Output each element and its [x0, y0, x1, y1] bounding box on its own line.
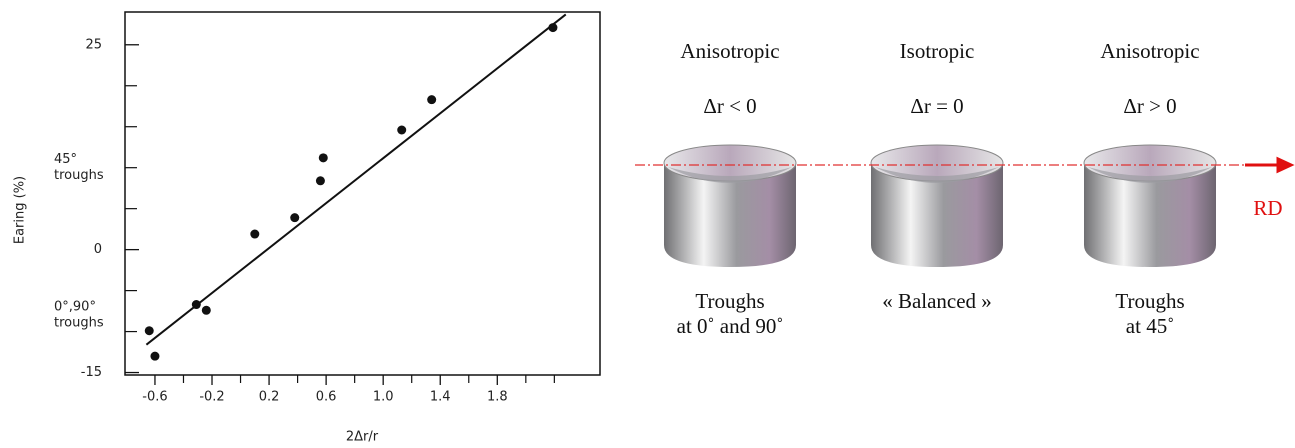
fit-line — [145, 13, 567, 346]
column-title: Anisotropic — [1100, 39, 1199, 63]
cup-body — [871, 163, 1003, 267]
data-point — [191, 300, 201, 310]
rd-label: RD — [1253, 196, 1282, 220]
condition: Δr = 0 — [910, 94, 963, 118]
x-tick-label: 1.4 — [430, 390, 451, 405]
data-point — [144, 326, 154, 336]
annotation: 45° — [54, 152, 77, 167]
condition: Δr < 0 — [703, 94, 756, 118]
caption: « Balanced » — [882, 289, 992, 313]
condition: Δr > 0 — [1123, 94, 1176, 118]
cup — [1083, 144, 1217, 267]
x-tick-label: -0.6 — [142, 390, 167, 405]
y-axis-title: Earing (%) — [13, 176, 28, 244]
x-tick-label: 1.0 — [373, 390, 394, 405]
data-point — [250, 229, 260, 239]
data-point — [315, 176, 325, 186]
caption: at 0˚ and 90˚ — [677, 314, 784, 338]
x-tick-label: 0.6 — [316, 390, 337, 405]
cup-inner — [663, 144, 797, 182]
cup-body — [664, 163, 796, 267]
data-point — [548, 23, 558, 33]
cup-inner — [870, 144, 1004, 182]
y-tick-label: 25 — [85, 37, 102, 52]
cup-wall — [875, 167, 999, 183]
data-point — [290, 213, 300, 223]
plot-frame — [124, 11, 601, 376]
cup-wall — [668, 167, 792, 183]
cup-wall — [1088, 167, 1212, 183]
data-point — [318, 153, 328, 163]
data-point — [427, 95, 437, 105]
chart: -0.6 -0.2 0.2 0.6 1.0 1.4 1.8-1502545°troughs0… — [13, 11, 601, 445]
x-tick-label: -0.2 — [199, 390, 224, 405]
cup-body — [1084, 163, 1216, 267]
x-axis-title: 2Δr/r — [346, 430, 379, 445]
y-tick-label: -15 — [81, 365, 102, 380]
column-title: Isotropic — [900, 39, 975, 63]
annotation: troughs — [54, 168, 104, 183]
data-point — [397, 125, 407, 135]
caption: Troughs — [695, 289, 764, 313]
cup — [870, 144, 1004, 267]
caption: Troughs — [1115, 289, 1184, 313]
column-title: Anisotropic — [680, 39, 779, 63]
annotation: 0°,90° — [54, 300, 96, 315]
y-tick-label: 0 — [94, 242, 102, 257]
x-tick-label: 1.8 — [487, 390, 508, 405]
data-point — [201, 305, 211, 315]
cup — [663, 144, 797, 267]
x-tick-label: 0.2 — [259, 390, 280, 405]
rd-arrow — [1245, 156, 1295, 174]
cup-inner — [1083, 144, 1217, 182]
annotation: troughs — [54, 316, 104, 331]
data-point — [150, 351, 160, 361]
caption: at 45˚ — [1126, 314, 1174, 338]
